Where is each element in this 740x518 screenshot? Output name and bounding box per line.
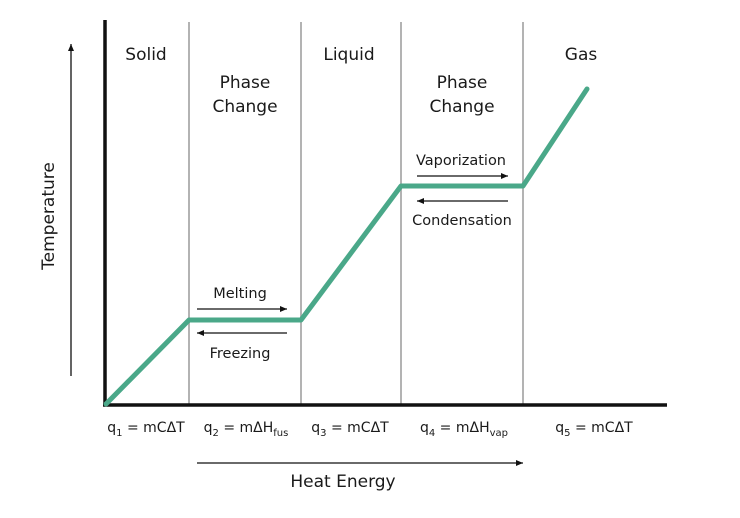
equation-q3: q3 = mCΔT — [311, 420, 389, 439]
vaporization-label: Vaporization — [416, 153, 506, 169]
region-label-liquid: Liquid — [323, 45, 374, 65]
region-label-phase-change-2: Phase — [437, 73, 488, 93]
equation-q2: q2 = mΔHfus — [204, 420, 289, 439]
region-label-solid: Solid — [125, 45, 166, 65]
y-axis-title: Temperature — [39, 162, 59, 271]
equation-q1: q1 = mCΔT — [107, 420, 185, 439]
equation-q5: q5 = mCΔT — [555, 420, 633, 439]
region-label-phase-change-1: Phase — [220, 73, 271, 93]
region-label-phase-change-2-line2: Change — [429, 97, 494, 117]
freezing-label: Freezing — [210, 346, 271, 362]
melting-label: Melting — [213, 286, 267, 302]
region-label-phase-change-1-line2: Change — [212, 97, 277, 117]
region-label-gas: Gas — [565, 45, 598, 65]
condensation-label: Condensation — [412, 213, 512, 229]
equation-q4: q4 = mΔHvap — [420, 420, 508, 439]
x-axis-title: Heat Energy — [290, 472, 395, 492]
heating-curve — [103, 86, 590, 407]
